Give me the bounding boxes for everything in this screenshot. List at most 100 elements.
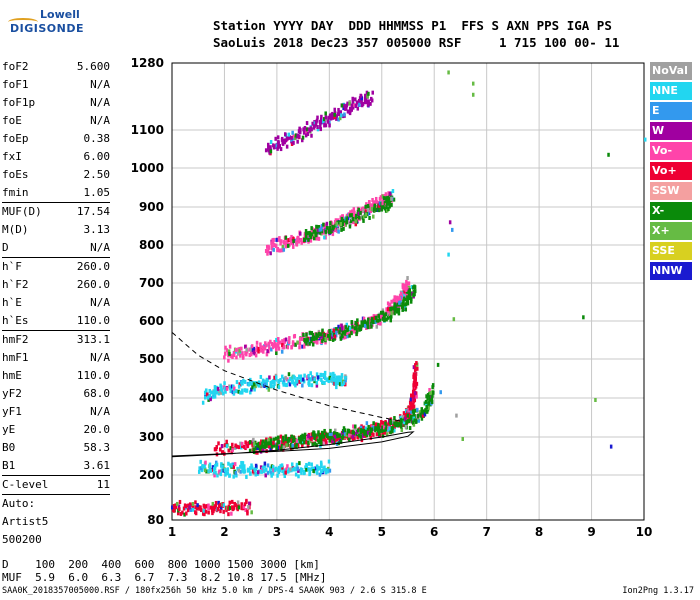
ionogram-echo-point [313, 229, 317, 234]
ionogram-echo-point [378, 429, 381, 434]
ionogram-echo-point [172, 508, 176, 513]
ionogram-echo-point [274, 377, 277, 382]
param-value: 3.61 [83, 459, 111, 472]
ionogram-echo-point [266, 470, 270, 475]
ionogram-echo-point [353, 329, 356, 334]
ionogram-echo-point [307, 377, 311, 382]
ionogram-echo-point [251, 442, 254, 447]
ionogram-echo-point [409, 299, 413, 304]
isolated-echo-point [609, 444, 613, 449]
ionogram-echo-point [249, 471, 252, 476]
ionogram-echo-point [323, 374, 327, 379]
ionogram-echo-point [342, 335, 346, 340]
ionogram-echo-point [287, 135, 291, 140]
ionogram-echo-point [370, 427, 374, 432]
ionogram-echo-point [269, 251, 272, 256]
ionogram-echo-point [392, 423, 395, 428]
muf-table: D 100 200 400 600 800 1000 1500 3000 [km… [2, 558, 327, 584]
ionogram-echo-point [183, 512, 186, 517]
ionogram-echo-point [292, 435, 296, 440]
ionogram-echo-point [204, 509, 208, 514]
ionogram-echo-point [361, 323, 364, 328]
ionogram-echo-point [287, 438, 290, 443]
ionogram-echo-point [272, 468, 275, 473]
ionogram-echo-point [237, 468, 241, 473]
ionogram-echo-point [283, 240, 286, 245]
ionogram-echo-point [400, 291, 403, 296]
ionogram-echo-point [292, 136, 295, 141]
ionogram-echo-point [288, 336, 291, 341]
ionogram-echo-point [374, 428, 377, 433]
ionogram-echo-point [315, 464, 319, 469]
ionogram-echo-point [318, 437, 322, 442]
ionogram-echo-point [242, 378, 245, 383]
ionogram-echo-point [346, 325, 349, 330]
ionogram-echo-point [240, 464, 244, 469]
electron-density-profile [171, 431, 415, 458]
ionogram-echo-point [398, 300, 401, 305]
ionogram-echo-point [267, 387, 271, 392]
ionogram-echo-point [307, 237, 310, 242]
ionogram-echo-point [314, 339, 318, 344]
ionogram-echo-point [268, 466, 272, 471]
ionogram-echo-point [318, 472, 322, 477]
ionogram-echo-point [270, 471, 273, 476]
ionogram-echo-point [388, 302, 392, 307]
y-tick-label: 700 [139, 276, 164, 290]
param-value: N/A [90, 96, 110, 109]
ionogram-echo-point [344, 329, 347, 334]
ionogram-echo-point [420, 410, 424, 415]
ionogram-echo-point [405, 290, 409, 295]
ionogram-echo-point [313, 232, 316, 237]
ionogram-echo-point [246, 468, 250, 473]
param-name: B1 [2, 459, 16, 472]
ionogram-echo-point [237, 505, 241, 510]
ionogram-echo-point [420, 407, 424, 412]
ionogram-echo-point [415, 361, 418, 366]
legend-item-nne: NNE [650, 82, 692, 100]
ionogram-echo-point [277, 337, 280, 342]
ionogram-echo-point [412, 289, 416, 294]
ionogram-echo-point [279, 147, 283, 152]
header-line2: SaoLuis 2018 Dec23 357 005000 RSF 1 715 … [213, 35, 620, 50]
ionogram-echo-point [427, 405, 430, 410]
ionogram-echo-point [294, 467, 298, 472]
ionogram-echo-point [248, 353, 252, 358]
param-row: foF1 N/A [2, 76, 110, 94]
param-name: hmE [2, 369, 22, 382]
ionogram-echo-point [338, 330, 341, 335]
param-row: foEs 2.50 [2, 166, 110, 184]
ionogram-echo-point [284, 138, 288, 143]
ionogram-echo-point [281, 469, 284, 474]
ionogram-echo-point [213, 504, 217, 509]
ionogram-echo-point [326, 229, 329, 234]
param-value: 68.0 [83, 387, 111, 400]
param-value: N/A [90, 114, 110, 127]
ionogram-echo-point [288, 382, 292, 387]
ionogram-echo-point [334, 378, 338, 383]
ionogram-echo-point [357, 430, 360, 435]
ionogram-echo-point [319, 124, 322, 129]
ionogram-echo-point [348, 326, 352, 331]
ionogram-echo-point [267, 437, 271, 442]
ionogram-echo-point [393, 416, 396, 421]
ionogram-echo-point [388, 191, 392, 196]
ionogram-echo-point [389, 420, 392, 425]
ionogram-echo-point [297, 436, 301, 441]
ionogram-echo-point [342, 381, 346, 386]
ionogram-echo-point [365, 202, 368, 207]
ionogram-echo-point [256, 443, 259, 448]
ionogram-echo-point [263, 346, 267, 351]
ionogram-echo-point [269, 438, 273, 443]
x-tick-label: 7 [482, 525, 490, 539]
ionogram-echo-point [379, 314, 383, 319]
ionogram-echo-point [337, 324, 340, 329]
ionogram-echo-point [191, 502, 195, 507]
ionogram-echo-point [218, 447, 222, 452]
ionogram-echo-point [324, 470, 328, 475]
ionogram-echo-point [390, 314, 393, 319]
ionogram-echo-point [331, 113, 335, 118]
ionogram-echo-point [409, 403, 413, 408]
ionogram-echo-point [213, 473, 216, 478]
ionogram-echo-point [317, 224, 320, 229]
